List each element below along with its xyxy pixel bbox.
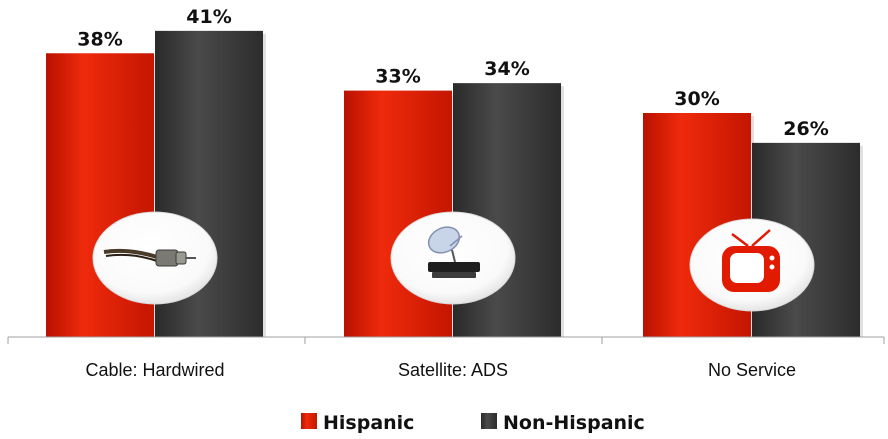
coax-cable-icon bbox=[92, 211, 218, 305]
category-label: Satellite: ADS bbox=[398, 360, 508, 380]
data-label-non-hispanic: 34% bbox=[484, 58, 529, 80]
tv-icon bbox=[689, 218, 815, 312]
satellite-dish-icon bbox=[390, 211, 516, 305]
legend-swatch-non-hispanic bbox=[481, 413, 497, 429]
legend-swatch-hispanic bbox=[301, 413, 317, 429]
data-label-hispanic: 33% bbox=[375, 66, 420, 88]
data-label-hispanic: 38% bbox=[77, 28, 122, 50]
category-label: No Service bbox=[708, 360, 796, 380]
data-label-hispanic: 30% bbox=[674, 88, 719, 110]
data-label-non-hispanic: 41% bbox=[186, 6, 231, 28]
legend-label-non-hispanic: Non-Hispanic bbox=[503, 412, 645, 434]
category-label: Cable: Hardwired bbox=[85, 360, 224, 380]
data-label-non-hispanic: 26% bbox=[783, 118, 828, 140]
legend: Hispanic Non-Hispanic bbox=[301, 412, 645, 434]
legend-label-hispanic: Hispanic bbox=[323, 412, 414, 434]
